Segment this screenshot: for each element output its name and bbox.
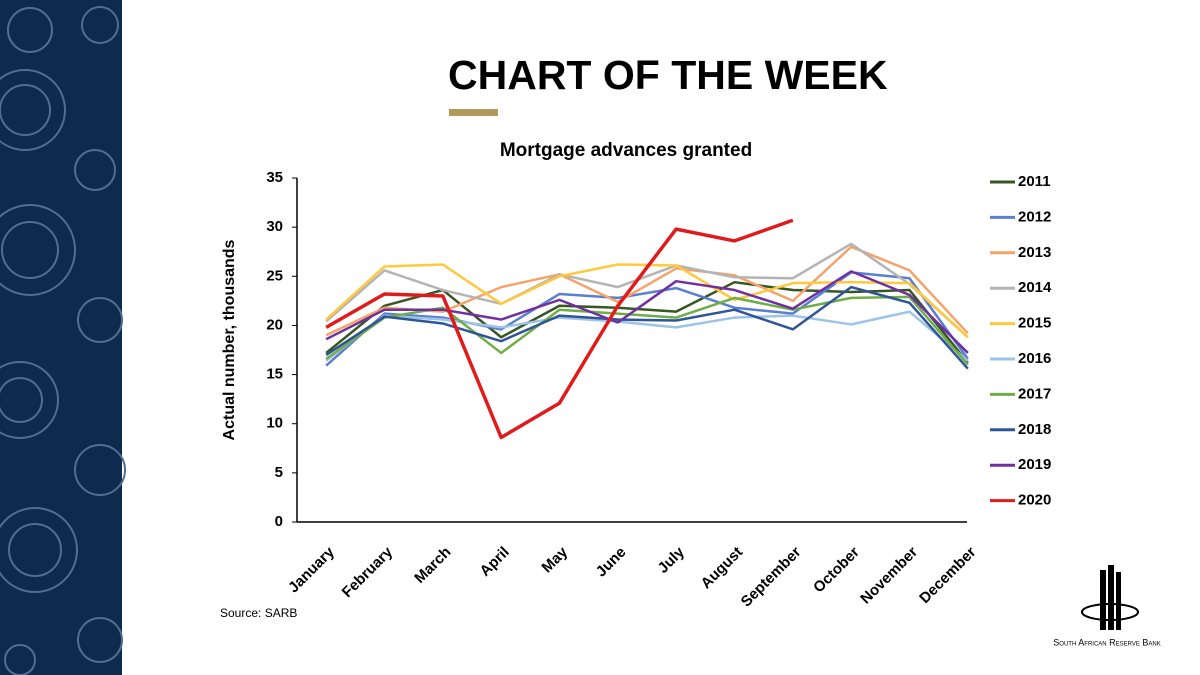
x-tick-label: October bbox=[810, 544, 863, 597]
y-axis-label: Actual number, thousands bbox=[221, 239, 238, 440]
x-tick-label: February bbox=[339, 543, 397, 601]
x-tick-label: March bbox=[411, 544, 454, 587]
chart-title: Mortgage advances granted bbox=[500, 140, 752, 161]
legend-label: 2013 bbox=[1018, 244, 1051, 261]
series-line bbox=[325, 295, 969, 366]
legend-label: 2020 bbox=[1018, 492, 1051, 509]
x-tick-label: January bbox=[285, 543, 338, 596]
logo-text: South African Reserve Bank bbox=[1053, 637, 1160, 647]
series-line bbox=[325, 310, 969, 362]
slide-title: CHART OF THE WEEK bbox=[448, 52, 888, 98]
legend-label: 2018 bbox=[1018, 421, 1051, 438]
legend-label: 2015 bbox=[1018, 315, 1051, 332]
x-tick-label: November bbox=[857, 543, 921, 607]
legend-label: 2012 bbox=[1018, 208, 1051, 225]
legend-label: 2019 bbox=[1018, 456, 1051, 473]
series-line bbox=[325, 270, 969, 354]
y-tick-label: 30 bbox=[266, 218, 283, 235]
legend-label: 2016 bbox=[1018, 350, 1051, 367]
series-line bbox=[325, 280, 969, 364]
series-line bbox=[325, 242, 969, 339]
title-accent bbox=[449, 109, 498, 116]
logo-mark bbox=[1081, 565, 1139, 630]
source-note: Source: SARB bbox=[220, 606, 297, 620]
series-line bbox=[325, 285, 969, 370]
x-tick-label: June bbox=[593, 544, 630, 581]
y-tick-label: 10 bbox=[266, 415, 283, 432]
x-tick-label: April bbox=[477, 544, 513, 580]
y-tick-label: 5 bbox=[275, 464, 283, 481]
series-line bbox=[325, 218, 794, 440]
x-tick-label: September bbox=[738, 544, 805, 611]
x-tick-label: July bbox=[655, 543, 689, 577]
x-tick-label: May bbox=[538, 543, 571, 576]
y-tick-label: 0 bbox=[275, 513, 283, 530]
y-tick-label: 25 bbox=[266, 267, 283, 284]
legend-label: 2011 bbox=[1018, 173, 1051, 190]
legend-label: 2017 bbox=[1018, 385, 1051, 402]
y-tick-label: 35 bbox=[266, 169, 283, 186]
x-tick-label: August bbox=[698, 544, 747, 593]
y-tick-label: 20 bbox=[266, 316, 283, 333]
side-pattern bbox=[0, 0, 126, 675]
series-line bbox=[325, 271, 969, 367]
legend-label: 2014 bbox=[1018, 279, 1052, 296]
y-tick-label: 15 bbox=[266, 366, 283, 383]
x-tick-label: December bbox=[916, 544, 979, 607]
